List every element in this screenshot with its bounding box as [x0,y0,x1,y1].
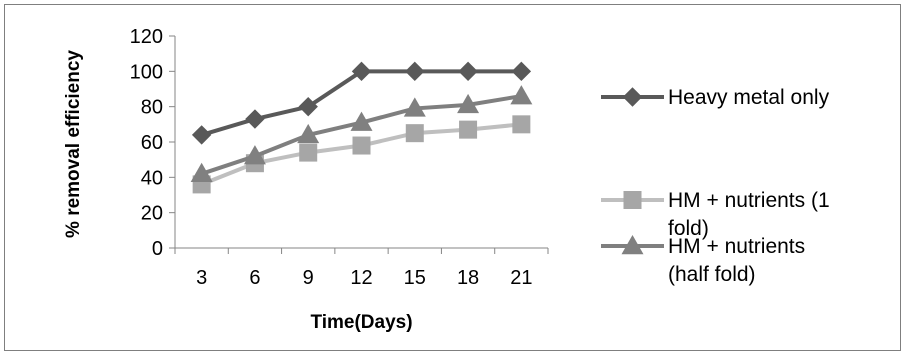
y-tick-label: 80 [141,97,163,119]
data-point [459,120,478,139]
x-tick-label: 18 [457,267,479,289]
x-axis-title: Time(Days) [310,312,412,333]
series-3 [190,85,533,183]
data-point [350,111,373,131]
legend-label: HM + nutrients [668,235,805,258]
axis-labels: 0 20 40 60 80 100 120 3 6 9 12 15 18 21 Time(Days) % re… [63,26,532,333]
legend-marker [621,235,644,255]
legend-label: (half fold) [668,263,756,286]
data-point [297,123,320,144]
legend-label: HM + nutrients (1 [668,189,830,212]
data-point [191,125,212,145]
x-tick-label: 9 [303,267,314,289]
data-point [243,145,266,165]
y-tick-label: 120 [130,26,163,48]
legend: Heavy metal only HM + nutrients (1 fold)HM… [601,86,830,286]
x-tick-label: 12 [350,267,372,289]
data-point [299,143,318,162]
legend-entry-1: Heavy metal only [601,86,830,109]
axes [169,35,549,254]
legend-entry-3: HM + nutrients (half fold) [601,235,805,286]
y-tick-label: 0 [152,238,163,260]
data-point [405,61,425,82]
data-point [457,93,480,114]
data-point [298,96,318,117]
legend-entry-2: HM + nutrients (1 fold) [601,189,830,240]
legend-label: fold) [668,217,709,240]
legend-marker [622,87,643,107]
x-tick-label: 15 [404,267,426,289]
legend-label: Heavy metal only [668,86,830,109]
x-tick-label: 6 [249,267,260,289]
legend-marker [623,191,642,209]
data-point [510,85,533,105]
data-point [352,136,371,155]
y-tick-label: 20 [141,203,163,225]
y-tick-label: 60 [141,132,163,154]
data-point [351,61,372,82]
series-layer [190,61,533,194]
series-1 [191,61,532,145]
data-point [190,162,213,183]
data-point [245,109,265,129]
y-tick-label: 40 [141,167,163,189]
y-axis-title: % removal efficiency [63,50,84,238]
chart-frame [4,4,901,351]
y-tick-label: 100 [130,61,163,83]
data-point [458,61,478,82]
x-tick-label: 3 [196,267,207,289]
data-point [512,115,531,134]
data-point [403,97,426,117]
data-point [405,124,424,143]
x-tick-label: 21 [510,267,532,289]
data-point [511,61,532,82]
